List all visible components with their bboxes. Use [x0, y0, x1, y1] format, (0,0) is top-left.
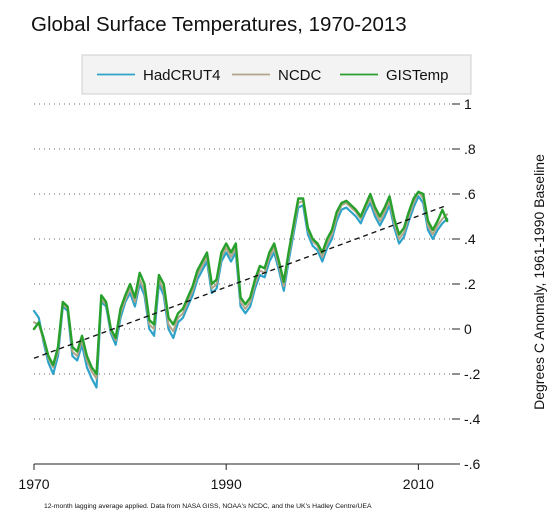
legend-label-ncdc: NCDC [278, 67, 321, 84]
trend-line [33, 204, 448, 359]
legend-label-gistemp: GISTemp [386, 67, 449, 84]
y-axis: 1 .8 .6 .4 .2 0 -.2 -.4 -.6 [452, 96, 481, 472]
x-axis: 1970 1990 2010 [18, 463, 452, 492]
series-layer [32, 190, 449, 389]
y-tick-label: -.6 [464, 456, 481, 472]
series-line-ncdc [33, 190, 449, 380]
legend: HadCRUT4 NCDC GISTemp [81, 54, 472, 95]
y-tick-label: .2 [464, 276, 476, 292]
y-tick-label: 1 [464, 96, 472, 112]
x-tick-label: 1990 [211, 476, 242, 492]
y-tick-label: -.4 [464, 411, 481, 427]
legend-label-hadcrut4: HadCRUT4 [143, 67, 221, 84]
y-tick-label: .8 [464, 141, 476, 157]
y-axis-label: Degrees C Anomaly, 1961-1990 Baseline [531, 154, 547, 410]
y-tick-label: 0 [464, 321, 472, 337]
legend-box [81, 54, 472, 95]
footer-note: 12-month lagging average applied. Data f… [44, 503, 372, 510]
y-tick-label: .6 [464, 186, 476, 202]
x-tick-label: 1970 [18, 476, 49, 492]
chart-title: Global Surface Temperatures, 1970-2013 [31, 13, 407, 36]
trend-layer [33, 204, 448, 359]
y-tick-label: .4 [464, 231, 476, 247]
series-line-hadcrut4 [32, 195, 449, 389]
y-tick-label: -.2 [464, 366, 481, 382]
x-tick-label: 2010 [403, 476, 434, 492]
series-line-gistemp [32, 190, 449, 376]
